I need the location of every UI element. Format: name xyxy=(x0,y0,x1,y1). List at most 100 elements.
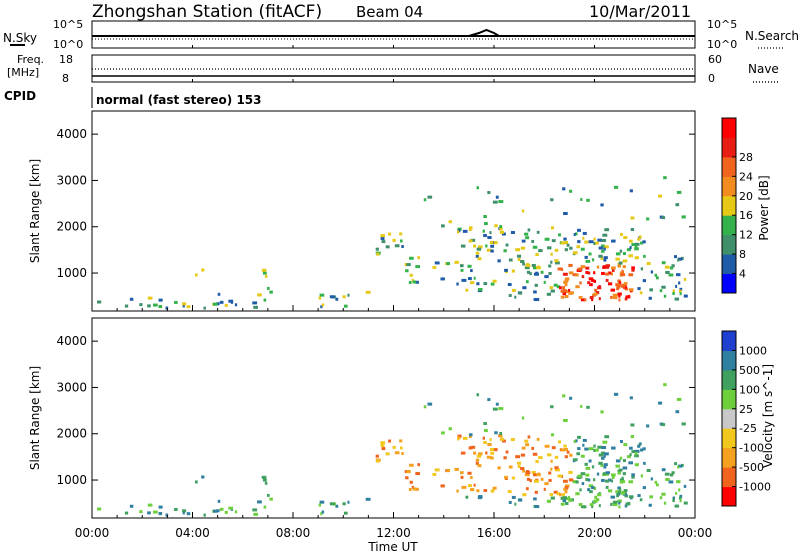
power-cell xyxy=(489,231,492,235)
velocity-cell xyxy=(626,455,631,459)
power-cell xyxy=(676,273,681,277)
power-cell xyxy=(563,280,566,284)
power-cell xyxy=(252,301,258,305)
power-cell xyxy=(598,246,603,250)
power-cell xyxy=(675,203,680,207)
power-cell xyxy=(610,295,613,299)
power-cell xyxy=(618,294,621,298)
power-cell xyxy=(559,286,562,290)
velocity-cell xyxy=(550,433,555,437)
velocity-cell xyxy=(153,510,158,514)
velocity-cell xyxy=(564,502,569,506)
velocity-cell xyxy=(476,393,480,397)
velocity-cell xyxy=(676,480,681,484)
power-cell xyxy=(342,295,346,299)
freq-tick-low: 8 xyxy=(62,72,69,85)
velocity-cell xyxy=(624,494,629,498)
power-cell xyxy=(610,288,616,292)
velocity-cell xyxy=(575,480,579,484)
power-colorbar-step xyxy=(722,254,736,275)
power-cell xyxy=(578,296,583,300)
velocity-cell xyxy=(672,496,675,500)
power-cell xyxy=(487,236,492,240)
velocity-cell xyxy=(467,471,472,475)
power-cell xyxy=(548,264,552,268)
power-cell xyxy=(551,239,556,243)
velocity-colorbar-step xyxy=(722,408,736,429)
power-cell xyxy=(665,270,670,274)
power-cell xyxy=(490,282,495,286)
velocity-cell xyxy=(454,467,459,471)
power-cell xyxy=(461,278,467,282)
velocity-cell xyxy=(631,475,635,479)
power-cell xyxy=(489,241,494,245)
velocity-colorbar-label: -25 xyxy=(739,422,757,435)
velocity-cell xyxy=(469,433,473,437)
power-cell xyxy=(516,254,522,258)
power-cell xyxy=(631,268,635,272)
velocity-cell xyxy=(515,455,521,459)
velocity-cell xyxy=(601,446,607,450)
power-colorbar-step xyxy=(722,176,736,197)
velocity-cell xyxy=(411,485,414,489)
power-cell xyxy=(676,190,682,194)
velocity-cell xyxy=(548,471,552,475)
velocity-cell xyxy=(584,462,588,466)
power-cell xyxy=(212,302,218,306)
power-cell xyxy=(219,300,224,304)
velocity-cell xyxy=(663,383,667,387)
velocity-cell xyxy=(605,479,610,483)
power-cell xyxy=(594,288,598,292)
velocity-cell xyxy=(423,405,427,409)
velocity-cell xyxy=(562,493,565,497)
power-cell xyxy=(427,195,433,199)
power-cell xyxy=(457,227,462,231)
velocity-cell xyxy=(544,444,550,448)
power-cell xyxy=(669,266,674,270)
power-cell xyxy=(522,286,527,290)
power-cell xyxy=(593,271,596,275)
velocity-cell xyxy=(618,501,621,505)
velocity-cell xyxy=(608,478,612,482)
power-cell xyxy=(499,224,503,228)
power-cell xyxy=(484,222,488,226)
power-cell xyxy=(661,285,666,289)
velocity-cell xyxy=(182,511,185,515)
velocity-colorbar-frame xyxy=(721,330,737,507)
power-cell xyxy=(615,283,621,287)
power-cell xyxy=(623,236,628,240)
velocity-cell xyxy=(639,498,643,502)
power-cell xyxy=(583,298,587,302)
power-cell xyxy=(217,292,221,296)
velocity-cell xyxy=(380,443,385,447)
power-cell xyxy=(563,237,567,241)
velocity-cell xyxy=(618,505,621,509)
power-cell xyxy=(564,283,568,287)
velocity-cell xyxy=(562,394,566,398)
power-cell xyxy=(661,216,666,220)
velocity-cell xyxy=(559,493,562,497)
velocity-cell xyxy=(620,491,626,495)
power-cell xyxy=(409,256,414,260)
velocity-ytick-label: 1000 xyxy=(56,473,87,487)
velocity-cell xyxy=(564,486,569,490)
velocity-cell xyxy=(580,404,583,408)
power-cell xyxy=(648,296,652,300)
power-cell xyxy=(216,302,220,306)
power-cell xyxy=(483,215,487,219)
power-cell xyxy=(490,244,495,248)
power-cell xyxy=(520,246,526,250)
velocity-cell xyxy=(490,489,495,493)
power-cell xyxy=(603,256,608,260)
velocity-cell xyxy=(494,431,498,435)
velocity-cell xyxy=(610,502,613,506)
power-cell xyxy=(560,295,565,299)
power-cell xyxy=(262,271,267,275)
velocity-cell xyxy=(499,434,503,438)
velocity-cell xyxy=(639,442,642,446)
velocity-cell xyxy=(408,488,412,492)
velocity-cell xyxy=(468,446,473,450)
velocity-cell xyxy=(459,471,464,475)
power-cell xyxy=(672,289,675,293)
velocity-cell xyxy=(490,456,494,460)
